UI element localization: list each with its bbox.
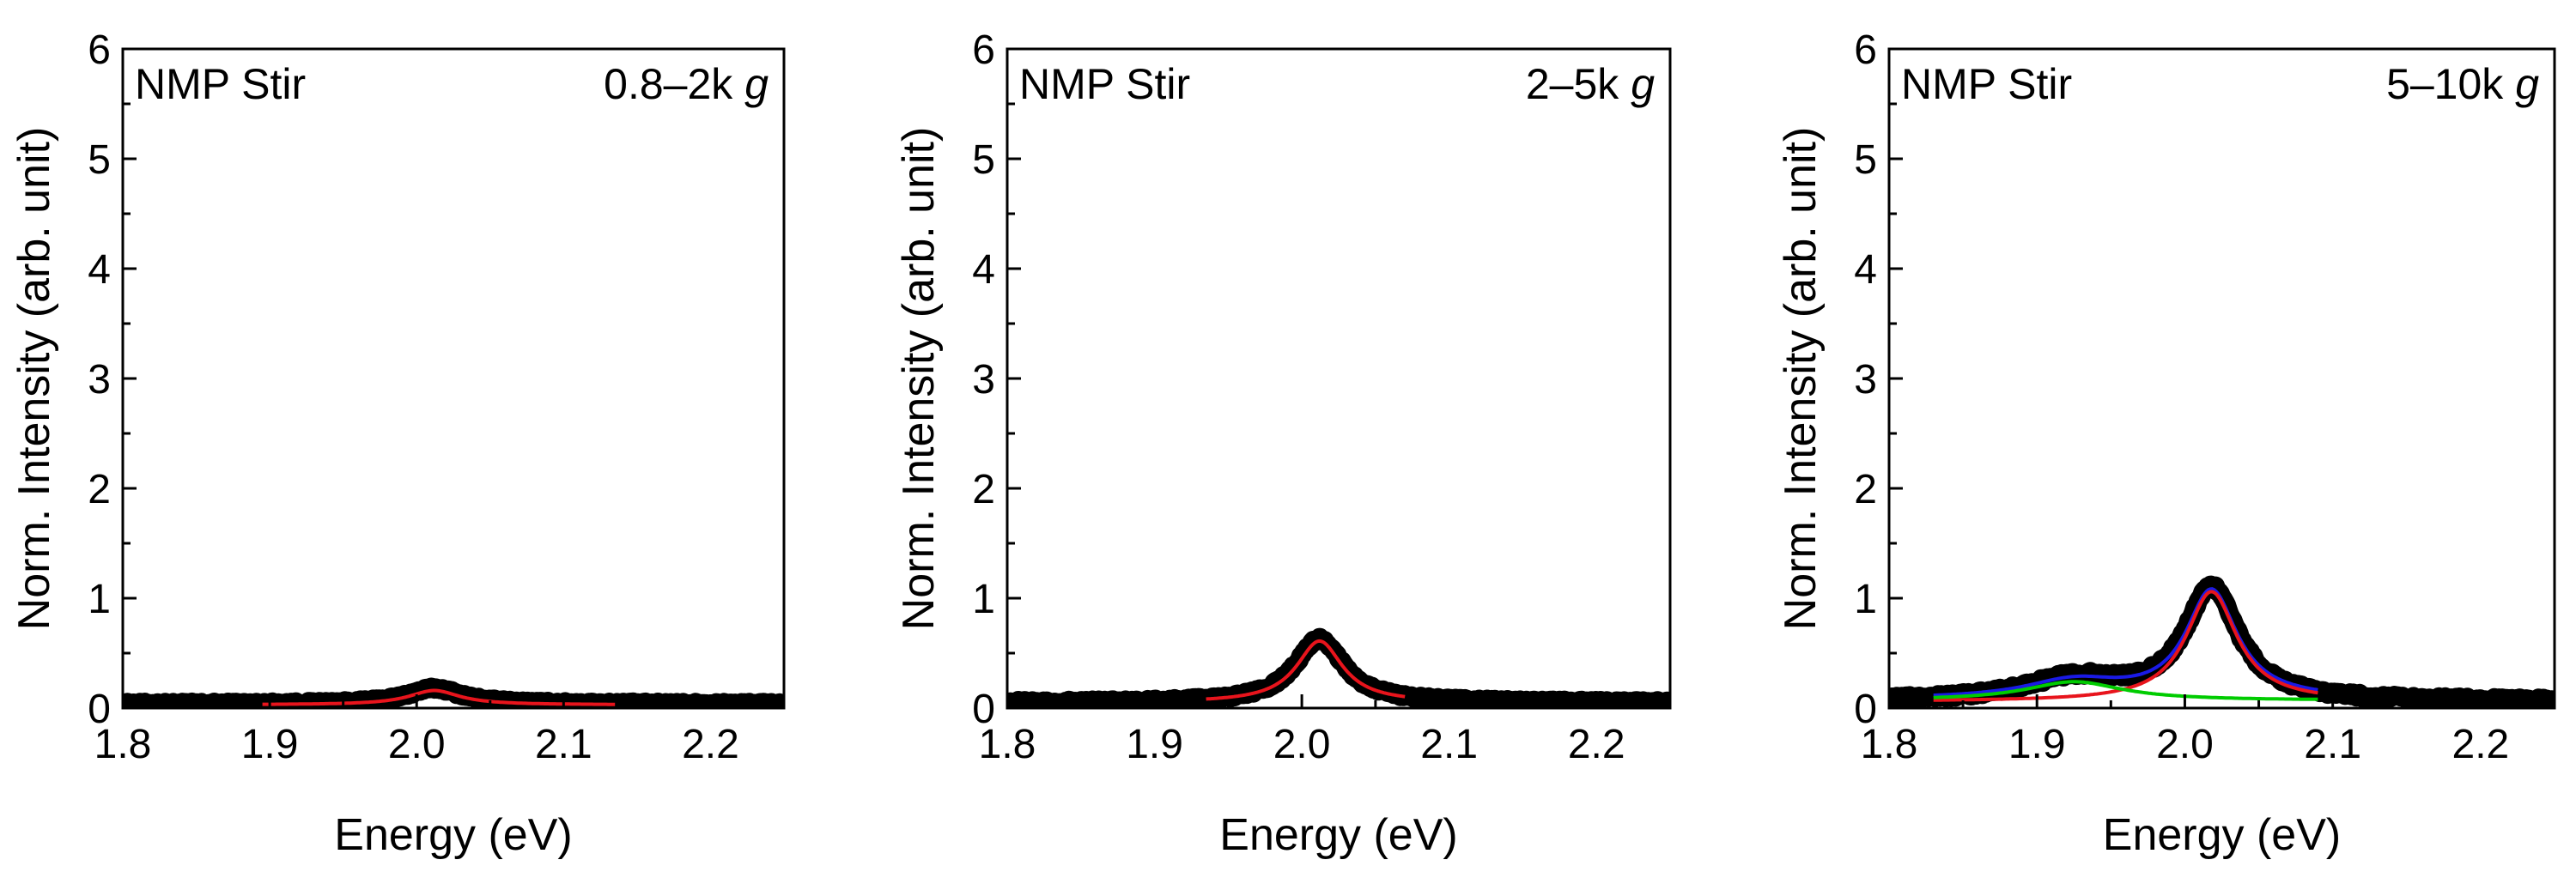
condition-label: 5–10k g: [2386, 60, 2539, 108]
y-axis-label: Norm. Intensity (arb. unit): [894, 127, 944, 631]
data-series-measured-spectrum: [1007, 627, 1670, 708]
y-tick-label: 3: [972, 357, 995, 403]
x-tick-label: 2.0: [2156, 722, 2214, 767]
fit-series-trion-component: [1933, 680, 2318, 701]
y-tick-label: 2: [88, 467, 111, 512]
y-tick-label: 4: [972, 247, 995, 293]
x-tick-label: 1.9: [241, 722, 299, 767]
x-tick-label: 1.8: [979, 722, 1036, 767]
y-tick-label: 0: [972, 687, 995, 732]
fit-series-total-fit: [262, 688, 616, 706]
y-tick-label: 6: [972, 27, 995, 73]
y-tick-label: 3: [1854, 357, 1877, 403]
y-tick-label: 4: [1854, 247, 1877, 293]
panel-label: NMP Stir: [1901, 60, 2072, 108]
condition-unit: g: [744, 60, 769, 108]
x-axis-label: Energy (eV): [334, 810, 572, 860]
x-tick-label: 1.9: [2008, 722, 2066, 767]
y-tick-label: 6: [88, 27, 111, 73]
condition-text: 0.8–2k: [604, 60, 744, 108]
x-tick-label: 2.1: [1420, 722, 1478, 767]
y-tick-label: 1: [972, 577, 995, 622]
condition-text: 5–10k: [2386, 60, 2515, 108]
plot-frame: [1005, 47, 1672, 710]
y-tick-label: 2: [972, 467, 995, 512]
y-axis-label: Norm. Intensity (arb. unit): [1776, 127, 1826, 631]
condition-label: 2–5k g: [1526, 60, 1655, 108]
y-tick-label: 5: [1854, 137, 1877, 183]
y-tick-label: 5: [972, 137, 995, 183]
panel-label: NMP Stir: [135, 60, 306, 108]
panel-label: NMP Stir: [1019, 60, 1190, 108]
x-tick-label: 2.1: [2304, 722, 2361, 767]
condition-unit: g: [1631, 60, 1655, 108]
y-tick-label: 6: [1854, 27, 1877, 73]
x-axis-label: Energy (eV): [2103, 810, 2341, 860]
condition-label: 0.8–2k g: [604, 60, 769, 108]
x-tick-label: 2.2: [2452, 722, 2510, 767]
x-tick-label: 1.9: [1126, 722, 1183, 767]
x-tick-label: 2.2: [1568, 722, 1625, 767]
x-tick-label: 2.2: [682, 722, 739, 767]
y-tick-label: 4: [88, 247, 111, 293]
chart-panel-3: 0 1 2 3 4 5 6 1.8 1.9 2.0 2.1 2.2 Energy (eV) Norm. I…: [1776, 27, 2556, 860]
x-tick-label: 2.0: [388, 722, 446, 767]
condition-unit: g: [2515, 60, 2539, 108]
x-axis-label: Energy (eV): [1219, 810, 1457, 860]
condition-text: 2–5k: [1526, 60, 1631, 108]
fit-series-total-fit: [1933, 587, 2318, 698]
chart-panel-2: 0 1 2 3 4 5 6 1.8 1.9 2.0 2.1 2.2 Energy (eV) Norm. I…: [894, 27, 1672, 860]
y-tick-label: 5: [88, 137, 111, 183]
chart-panel-1: 0 1 2 3 4 5 6 1.8 1.9 2.0 2.1 2.2 Energy (eV) Norm. I…: [9, 27, 786, 860]
y-tick-label: 1: [1854, 577, 1877, 622]
x-tick-label: 1.8: [94, 722, 152, 767]
y-tick-label: 3: [88, 357, 111, 403]
x-tick-label: 2.0: [1273, 722, 1331, 767]
y-tick-label: 0: [88, 687, 111, 732]
y-axis-label: Norm. Intensity (arb. unit): [9, 127, 59, 631]
y-tick-label: 2: [1854, 467, 1877, 512]
fit-series-total-fit: [1206, 639, 1406, 701]
data-series-measured-spectrum: [123, 677, 784, 708]
y-tick-label: 1: [88, 577, 111, 622]
y-tick-label: 0: [1854, 687, 1877, 732]
plot-frame: [121, 47, 786, 710]
x-tick-label: 1.8: [1861, 722, 1918, 767]
x-tick-label: 2.1: [535, 722, 592, 767]
